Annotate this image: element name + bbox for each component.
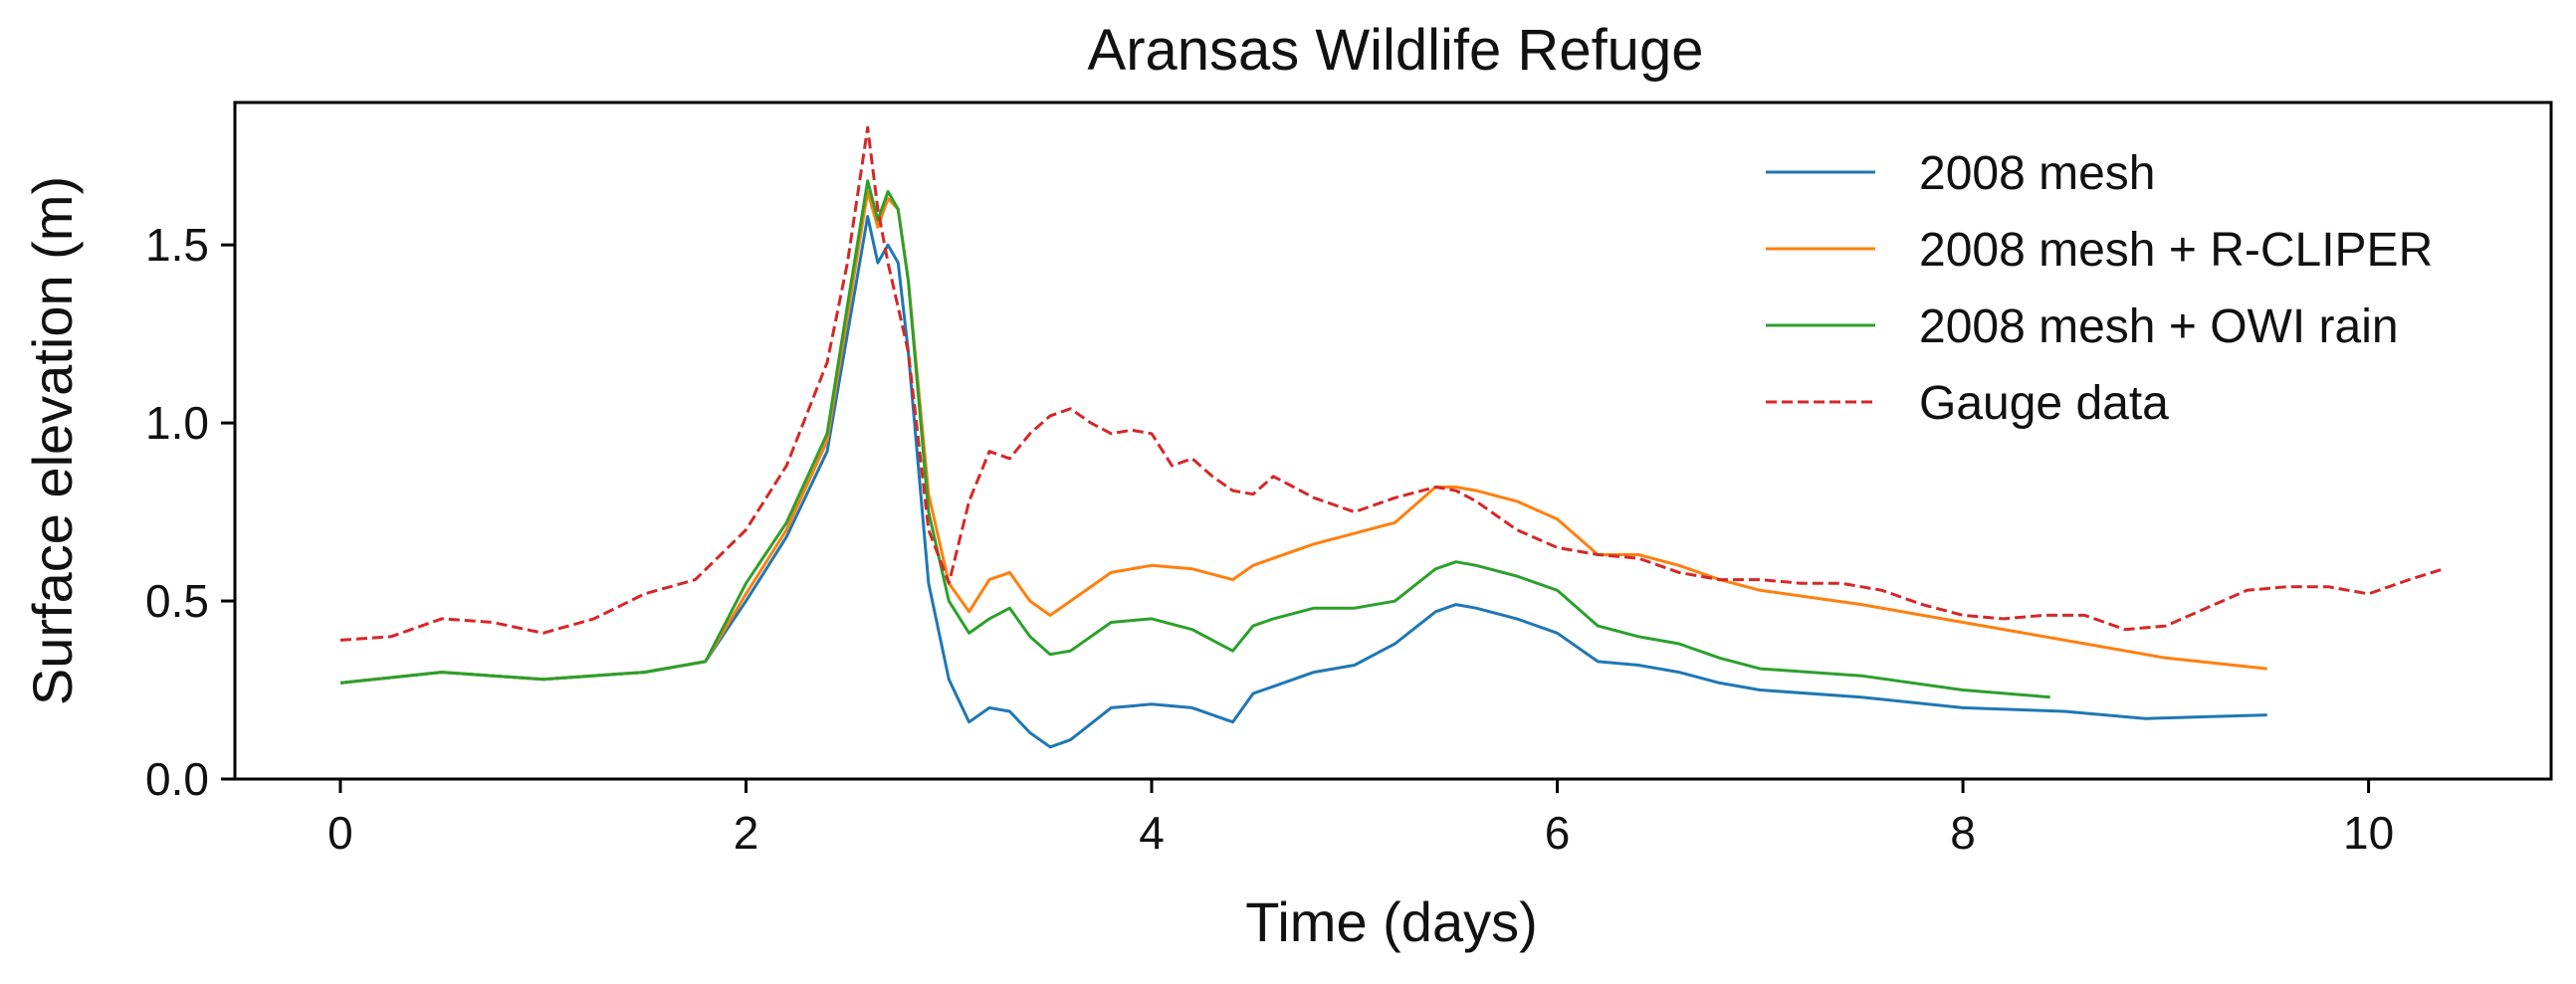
series-line-0 [339, 215, 2267, 749]
x-axis: 0 2 4 6 8 10 [327, 779, 2394, 859]
legend: 2008 mesh 2008 mesh + R-CLIPER 2008 mesh +… [1766, 147, 2433, 430]
series-line-3 [339, 125, 2445, 642]
plot-frame [233, 100, 2553, 781]
x-tick-label: 0 [327, 807, 353, 859]
x-tick-label: 4 [1139, 807, 1165, 859]
legend-label-0: 2008 mesh [1919, 147, 2156, 200]
x-tick-label: 2 [734, 807, 759, 859]
series-layer [339, 125, 2445, 749]
y-tick-label: 0.0 [145, 753, 209, 805]
x-tick-label: 10 [2343, 807, 2394, 859]
series-line-2 [339, 179, 2050, 699]
x-tick-label: 8 [1950, 807, 1976, 859]
legend-label-2: 2008 mesh + OWI rain [1919, 300, 2399, 353]
y-tick-label: 1.0 [145, 397, 209, 449]
x-tick-label: 6 [1545, 807, 1571, 859]
y-tick-label: 0.5 [145, 575, 209, 627]
legend-label-3: Gauge data [1919, 377, 2169, 430]
legend-label-1: 2008 mesh + R-CLIPER [1919, 224, 2433, 277]
y-axis: 0.0 0.5 1.0 1.5 [145, 219, 235, 805]
x-axis-label: Time (days) [1245, 890, 1538, 953]
y-tick-label: 1.5 [145, 219, 209, 271]
y-axis-label: Surface elevation (m) [21, 176, 84, 705]
chart-title: Aransas Wildlife Refuge [1088, 18, 1704, 83]
